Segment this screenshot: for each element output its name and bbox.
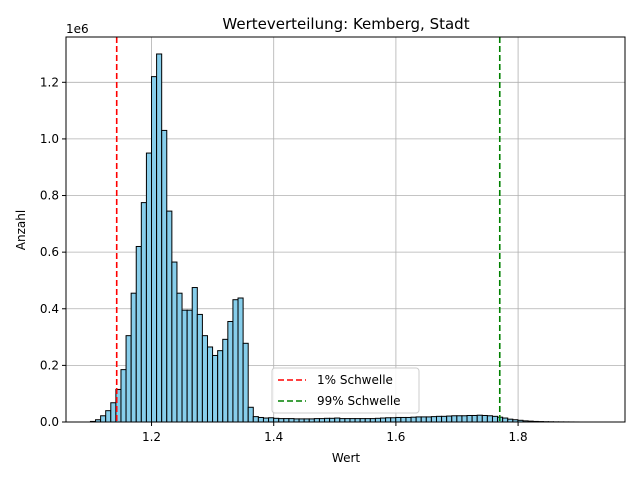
histogram-bar	[237, 297, 244, 423]
histogram-bar	[471, 414, 478, 423]
histogram-bar	[415, 416, 422, 423]
y-tick-label: 0.6	[40, 245, 59, 259]
histogram-bar	[105, 410, 112, 423]
histogram-bar	[476, 414, 483, 423]
histogram-bar	[161, 129, 168, 423]
histogram-bar	[212, 354, 219, 423]
histogram-bar	[227, 321, 234, 423]
histogram-bar	[466, 414, 473, 423]
histogram-bar	[262, 417, 270, 423]
histogram-bar	[364, 418, 371, 423]
x-tick-label: 1.4	[264, 430, 283, 444]
y-axis-label: Anzahl	[14, 210, 28, 250]
y-tick-label: 1.0	[40, 132, 59, 146]
histogram-bar	[257, 416, 264, 423]
histogram-bar	[430, 416, 437, 423]
y-tick-label: 0.2	[40, 358, 59, 372]
histogram-bar	[334, 417, 341, 423]
histogram-bar	[502, 417, 509, 423]
histogram-bar	[456, 415, 463, 423]
histogram-bar	[171, 261, 178, 423]
legend: 1% Schwelle 99% Schwelle	[271, 367, 420, 414]
histogram-bar	[395, 416, 402, 423]
histogram-bar	[242, 342, 249, 423]
histogram-bar	[481, 414, 488, 423]
histogram-bar	[385, 417, 392, 423]
histogram-bar	[410, 416, 417, 423]
x-tick-label: 1.6	[386, 430, 405, 444]
histogram-bar	[344, 418, 351, 423]
histogram-bar	[222, 338, 229, 423]
histogram-bar	[369, 418, 376, 423]
histogram-bar	[451, 415, 458, 423]
histogram-bar	[151, 76, 158, 423]
histogram-bar	[349, 418, 356, 423]
histogram-bar	[491, 415, 499, 423]
histogram-bar	[359, 418, 366, 423]
threshold-lines	[115, 37, 501, 422]
y-axis-offset-label: 1e6	[66, 22, 89, 36]
histogram-bar	[441, 415, 448, 423]
histogram-bar	[273, 417, 280, 423]
histogram-bar	[217, 350, 224, 423]
histogram-bar	[446, 415, 453, 423]
histogram-bar	[486, 415, 493, 423]
y-tick-label: 0.8	[40, 189, 59, 203]
histogram-bar	[374, 417, 382, 423]
y-tick-label: 0.4	[40, 302, 59, 316]
histogram-bar	[156, 53, 163, 423]
histogram-bar	[318, 418, 326, 423]
axes-frame	[65, 36, 626, 423]
x-tick-label: 1.8	[509, 430, 528, 444]
histogram-bar	[206, 346, 214, 423]
x-axis-label: Wert	[332, 451, 360, 465]
histogram-bar	[329, 417, 336, 423]
histogram-bar	[201, 335, 208, 423]
histogram-bar	[400, 416, 407, 423]
legend-box	[271, 367, 420, 414]
histogram-bar	[268, 417, 275, 423]
histogram-bar	[191, 287, 198, 423]
histogram-bar	[339, 418, 346, 423]
histogram-bar	[252, 416, 259, 423]
histogram-bar	[176, 292, 183, 423]
histogram-bar	[232, 299, 239, 423]
histogram-bar	[196, 313, 203, 423]
y-ticks: 0.0 0.2 0.4 0.6 0.8 1.0 1.2	[40, 75, 66, 429]
histogram-bar	[247, 406, 254, 423]
y-tick-label: 0.0	[40, 415, 59, 429]
histogram-bar	[140, 202, 147, 423]
histogram-bar	[278, 418, 285, 423]
histogram-bar	[100, 415, 107, 423]
chart-title: Werteverteilung: Kemberg, Stadt	[222, 15, 469, 33]
histogram-bar	[435, 415, 443, 423]
histogram-bar	[130, 292, 137, 423]
histogram-bar	[461, 415, 468, 423]
histogram-bar	[420, 416, 427, 423]
histogram-bar	[380, 417, 387, 423]
histogram-bar	[181, 309, 188, 423]
histogram-bar	[145, 152, 153, 423]
x-ticks: 1.2 1.4 1.6 1.8	[142, 422, 528, 444]
x-tick-label: 1.2	[142, 430, 161, 444]
histogram-bar	[110, 402, 117, 423]
histogram-bar	[324, 417, 331, 423]
histogram-bar	[313, 418, 320, 423]
histogram-bar	[288, 418, 295, 423]
histogram-bar	[125, 335, 132, 423]
histogram-bar	[425, 416, 432, 423]
histogram-bar	[283, 418, 290, 423]
histogram-bar	[186, 309, 193, 423]
histogram-bar	[390, 417, 397, 423]
histogram-bar	[120, 369, 127, 423]
histogram-bar	[354, 418, 361, 423]
histogram-bar	[405, 416, 412, 423]
histogram-bar	[135, 245, 142, 423]
legend-label: 1% Schwelle	[317, 373, 393, 387]
y-tick-label: 1.2	[40, 75, 59, 89]
histogram-bar	[166, 210, 173, 423]
legend-label: 99% Schwelle	[317, 394, 401, 408]
